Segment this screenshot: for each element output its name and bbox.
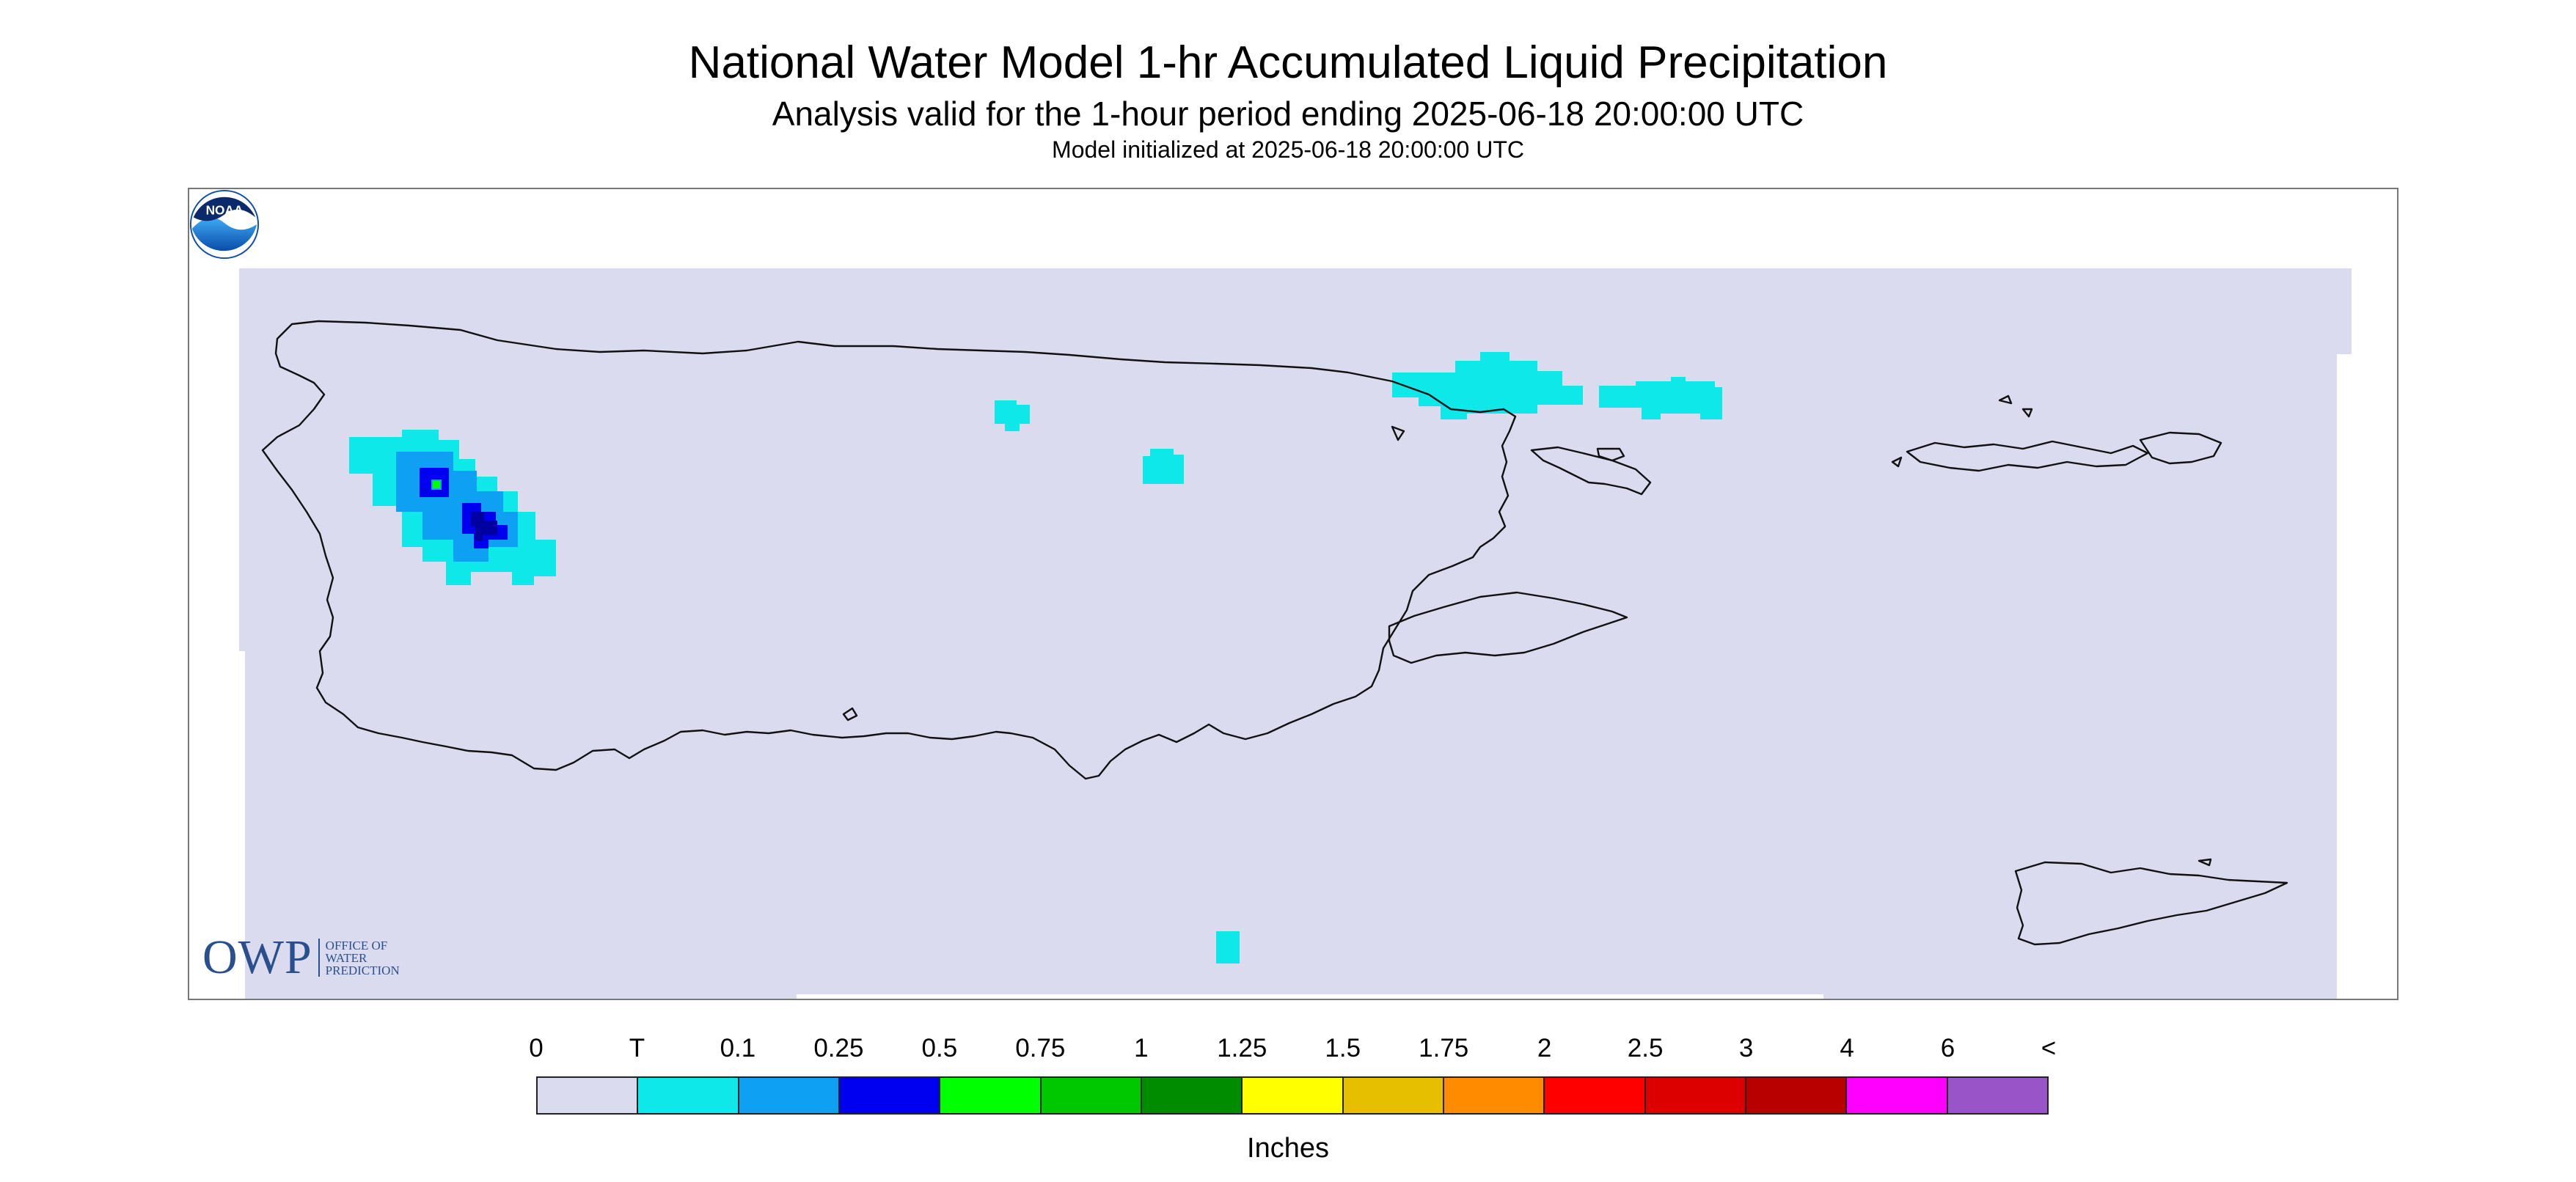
- st-croix-islet-outline: [2198, 858, 2212, 867]
- legend-color-cell: [1545, 1078, 1646, 1113]
- map-canvas: [239, 268, 2352, 999]
- legend-color-cell: [839, 1078, 941, 1113]
- legend-color-cell: [1947, 1078, 2047, 1113]
- noaa-logo-text: NOAA: [206, 203, 244, 218]
- st-croix-outline: [2014, 861, 2288, 946]
- vieques-outline: [1388, 591, 1628, 664]
- owp-logo-line: PREDICTION: [325, 963, 400, 977]
- caja-de-muertos-outline: [842, 707, 858, 722]
- owp-logo-line: WATER: [325, 950, 367, 965]
- legend-color-cell: [1141, 1078, 1243, 1113]
- legend-color-cell: [1041, 1078, 1142, 1113]
- map-subtitle: Analysis valid for the 1-hour period end…: [772, 95, 1804, 133]
- precipitation-map: OWP OFFICE OF WATER PREDICTION NOAA: [188, 188, 2398, 1000]
- puerto-rico-outline: [261, 320, 1517, 780]
- st-thomas-outline: [1906, 440, 2149, 472]
- legend-tick-label: 2.5: [1627, 1034, 1664, 1062]
- legend-tick-labels: 0 T 0.1 0.25 0.5 0.75 1 1.25 1.5 1.75 2 2.5 3 4 6 <: [529, 1034, 2056, 1063]
- legend-tick-label: 0: [529, 1034, 544, 1062]
- legend-tick-label: 6: [1940, 1034, 1955, 1062]
- coastlines: [261, 320, 2288, 946]
- legend-tick-label: 4: [1840, 1034, 1854, 1062]
- model-init-line: Model initialized at 2025-06-18 20:00:00…: [1052, 136, 1524, 163]
- st-john-outline: [2139, 431, 2222, 465]
- legend-color-cell: [1847, 1078, 1948, 1113]
- legend-tick-label: 1.25: [1217, 1034, 1267, 1062]
- model-domain: [239, 268, 2352, 999]
- legend-color-cell: [1746, 1078, 1848, 1113]
- owp-logo-divider: [318, 939, 320, 977]
- legend-color-cell: [1243, 1078, 1344, 1113]
- legend-tick-label: <: [2041, 1034, 2057, 1062]
- legend-color-cell: [739, 1078, 840, 1113]
- precipitation-color-legend: [536, 1076, 2049, 1115]
- legend-units-label: Inches: [1247, 1133, 1329, 1164]
- noaa-logo-icon: NOAA: [189, 189, 260, 260]
- virgin-islets-outline: [1891, 394, 2033, 468]
- map-title: National Water Model 1-hr Accumulated Li…: [688, 37, 1888, 88]
- legend-tick-label: 0.5: [921, 1034, 958, 1062]
- precip-cluster-northwest: [349, 430, 556, 585]
- legend-tick-label: 2: [1537, 1034, 1552, 1062]
- legend-color-cell: [1645, 1078, 1746, 1113]
- legend-color-cell: [940, 1078, 1042, 1113]
- owp-logo: OWP OFFICE OF WATER PREDICTION: [202, 930, 400, 985]
- legend-tick-label: 1.5: [1325, 1034, 1361, 1062]
- culebra-islet-outline: [1596, 447, 1625, 462]
- legend-tick-label: 1: [1134, 1034, 1149, 1062]
- legend-color-cell: [538, 1078, 639, 1113]
- legend-color-cell: [638, 1078, 739, 1113]
- owp-logo-line: OFFICE OF: [325, 938, 388, 952]
- legend-tick-label: 0.1: [720, 1034, 756, 1062]
- owp-logo-mark: OWP: [202, 930, 312, 984]
- legend-tick-label: 3: [1738, 1034, 1754, 1062]
- legend-color-cell: [1343, 1078, 1444, 1113]
- legend-tick-label: T: [629, 1034, 645, 1062]
- legend-tick-label: 1.75: [1419, 1034, 1469, 1062]
- culebra-outline: [1530, 446, 1652, 496]
- legend-color-cell: [1443, 1078, 1545, 1113]
- owp-logo-text: OFFICE OF WATER PREDICTION: [326, 939, 400, 977]
- small-islet-outline: [1391, 425, 1405, 441]
- legend-tick-label: 0.25: [813, 1034, 864, 1062]
- legend-tick-label: 0.75: [1015, 1034, 1066, 1062]
